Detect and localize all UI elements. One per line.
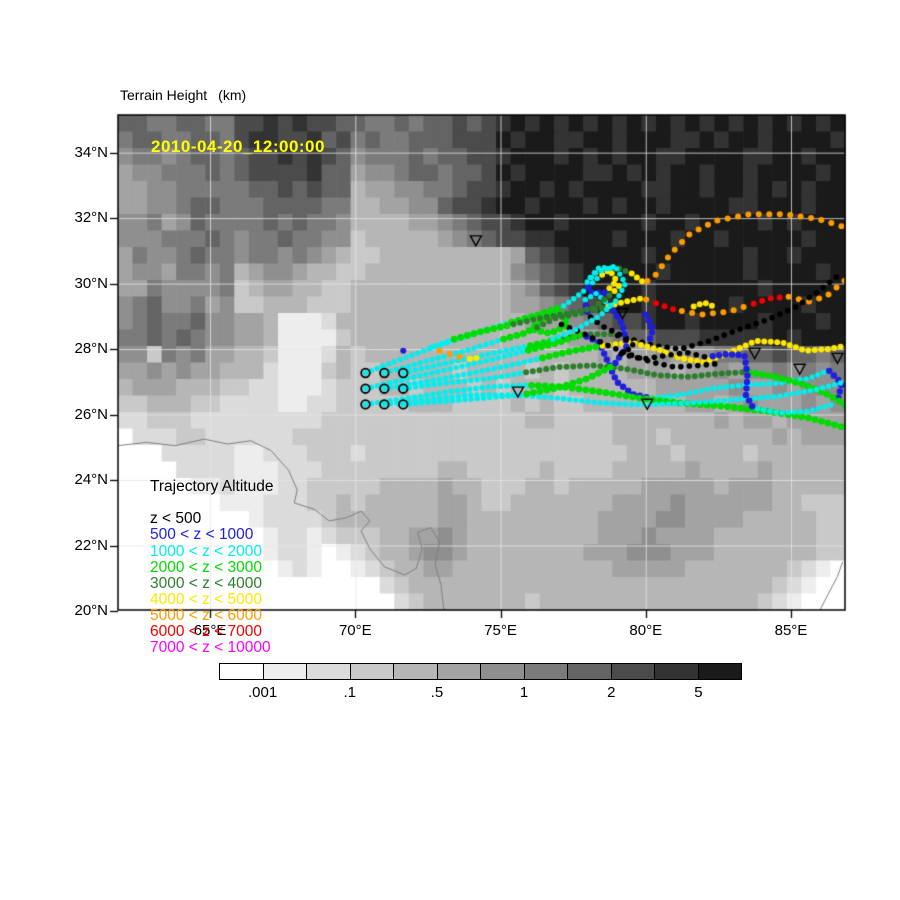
- y-axis-tick-label: 32°N: [74, 209, 108, 227]
- y-axis-tick-label: 22°N: [74, 536, 108, 554]
- y-axis-tick-label: 24°N: [74, 471, 108, 489]
- colorbar-cell: [393, 664, 437, 679]
- colorbar-cell: [349, 664, 393, 679]
- legend-entry: 6000 < z < 7000: [150, 623, 263, 641]
- legend-entry: z < 500: [150, 510, 202, 528]
- colorbar-cell: [654, 664, 698, 679]
- colorbar-tick-label: 2: [607, 684, 616, 701]
- legend-entry: 500 < z < 1000: [150, 526, 254, 544]
- colorbar-tick-label: .5: [430, 684, 444, 701]
- x-axis-tick-label: 65°E: [193, 622, 227, 639]
- colorbar-cell: [262, 664, 306, 679]
- y-axis-tick-label: 28°N: [74, 340, 108, 358]
- colorbar-cell: [610, 664, 654, 679]
- y-axis-tick-label: 26°N: [74, 405, 108, 423]
- figure-title: Terrain Height (km): [120, 87, 246, 103]
- colorbar-cell: [220, 664, 263, 679]
- timestamp-label: 2010-04-20_12:00:00: [151, 137, 325, 156]
- colorbar-cell: [306, 664, 350, 679]
- terrain-colorbar: [219, 663, 742, 680]
- y-axis-tick-label: 30°N: [74, 274, 108, 292]
- x-axis-tick-label: 85°E: [774, 622, 808, 639]
- legend-entry: 3000 < z < 4000: [150, 574, 263, 592]
- colorbar-tick-label: 5: [694, 684, 703, 701]
- colorbar-cell: [436, 664, 480, 679]
- colorbar-cell: [480, 664, 524, 679]
- y-axis-tick-label: 20°N: [74, 601, 108, 619]
- legend-entry: 1000 < z < 2000: [150, 542, 263, 560]
- figure-title-text: Terrain Height: [120, 87, 208, 103]
- legend-entry: 7000 < z < 10000: [150, 639, 271, 657]
- colorbar-cell: [567, 664, 611, 679]
- legend-entry: 2000 < z < 3000: [150, 558, 263, 576]
- colorbar-tick-label: .1: [343, 684, 357, 701]
- x-axis-tick-label: 80°E: [629, 622, 663, 639]
- legend-entry: 5000 < z < 6000: [150, 606, 263, 624]
- colorbar-cell: [523, 664, 567, 679]
- x-axis-tick-label: 70°E: [338, 622, 372, 639]
- colorbar-cell: [697, 664, 741, 679]
- legend-title: Trajectory Altitude: [150, 478, 274, 496]
- colorbar-tick-label: .001: [247, 684, 278, 701]
- colorbar-tick-label: 1: [519, 684, 529, 701]
- figure-title-unit: (km): [218, 87, 247, 103]
- trajectory-altitude-legend: Trajectory Altitude z < 500 500 < z < 100…: [150, 447, 273, 656]
- x-axis-tick-label: 75°E: [484, 622, 517, 639]
- legend-entry: 4000 < z < 5000: [150, 590, 263, 608]
- y-axis-tick-label: 34°N: [74, 143, 108, 161]
